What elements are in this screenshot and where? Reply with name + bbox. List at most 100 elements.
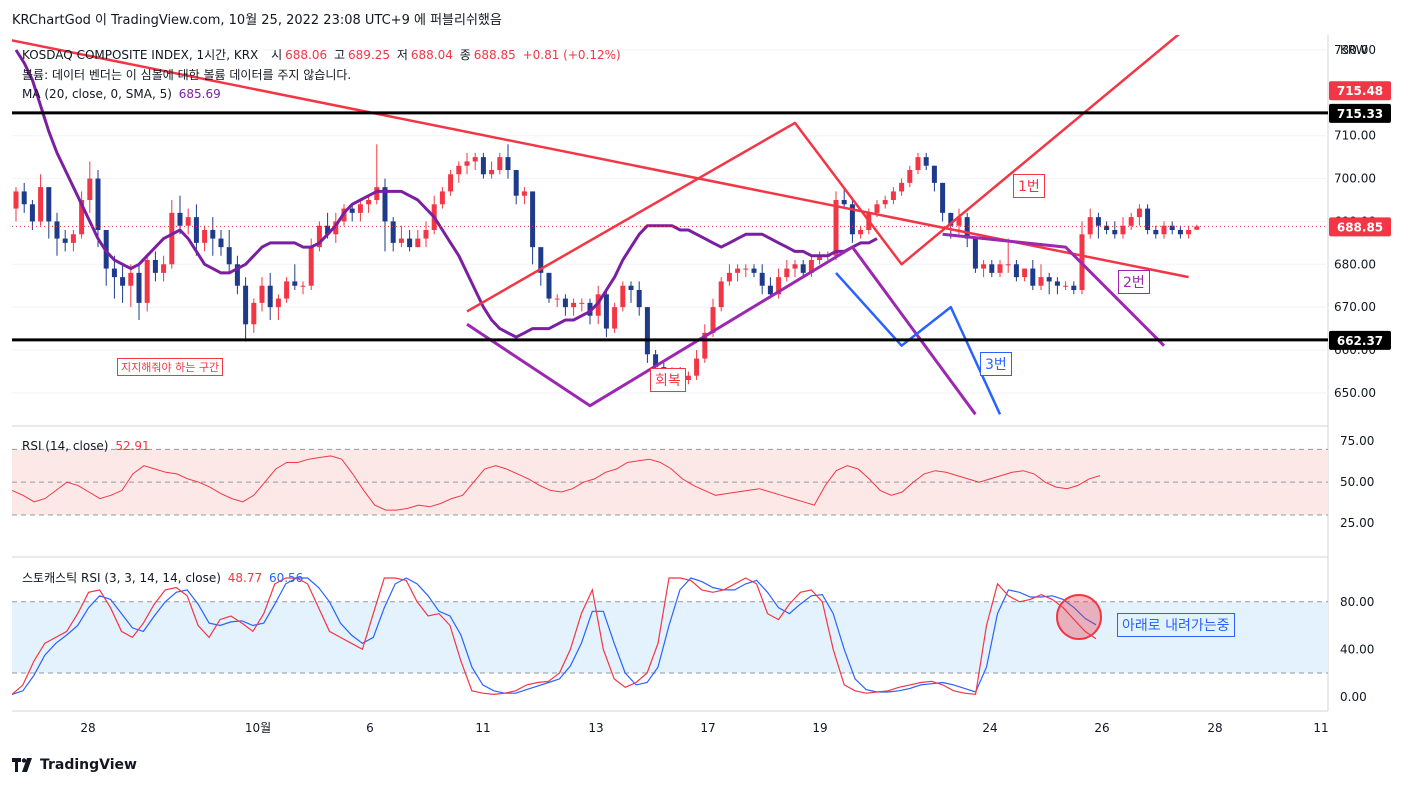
tradingview-logo-text: TradingView	[40, 757, 137, 773]
candle-body	[21, 191, 27, 205]
candle-body	[841, 200, 847, 205]
currency-label: KRW	[1340, 43, 1368, 57]
candle-body	[767, 285, 773, 295]
candle-body	[685, 375, 691, 380]
rsi-tick-label: 50.00	[1340, 475, 1374, 489]
candle-body	[505, 157, 511, 170]
candle-body	[1013, 264, 1019, 278]
candle-body	[923, 157, 929, 166]
candle-body	[54, 221, 60, 239]
trend-line-red	[12, 39, 1189, 279]
candle-body	[374, 187, 380, 200]
candle-body	[349, 208, 355, 213]
badge-last-price: 688.85	[1337, 220, 1383, 234]
candle-body	[472, 157, 478, 162]
candle-body	[193, 217, 199, 243]
candle-body	[210, 230, 216, 239]
candle-body	[79, 200, 85, 235]
candle-body	[251, 302, 257, 325]
annotation-going-down[interactable]: 아래로 내려가는중	[1117, 613, 1235, 637]
candle-body	[628, 285, 634, 290]
stoch-k-line	[12, 577, 1097, 696]
candle-body	[981, 264, 987, 269]
stoch-band	[12, 601, 1328, 674]
candle-body	[718, 281, 724, 308]
candle-body	[1153, 230, 1159, 235]
candle-body	[1112, 230, 1118, 235]
candle-body	[726, 272, 732, 282]
candle-body	[989, 264, 995, 273]
rsi-line-group	[12, 455, 1101, 511]
candle-body	[972, 238, 978, 269]
ma-legend[interactable]: MA (20, close, 0, SMA, 5) 685.69	[22, 87, 224, 101]
candle-body	[1169, 225, 1175, 230]
candle-body	[464, 161, 470, 166]
candle-body	[964, 217, 970, 239]
stoch-label: 스토캐스틱 RSI (3, 3, 14, 14, close)	[22, 571, 221, 585]
stoch-highlight-circle	[1056, 594, 1102, 640]
symbol-title: KOSDAQ COMPOSITE INDEX, 1시간, KRX	[22, 48, 259, 62]
candle-body	[144, 260, 150, 303]
rsi-legend[interactable]: RSI (14, close) 52.91	[22, 439, 153, 453]
rsi-label: RSI (14, close)	[22, 439, 109, 453]
low-label: 저	[396, 48, 408, 62]
candle-body	[398, 238, 404, 243]
candle-body	[357, 204, 363, 213]
candle-body	[267, 285, 273, 308]
annotation-no3[interactable]: 3번	[980, 352, 1012, 376]
time-tick-label: 19	[812, 721, 827, 735]
candle-body	[70, 234, 76, 243]
candle-body	[620, 285, 626, 308]
candle-body	[202, 230, 208, 243]
price-gridlines	[12, 49, 1328, 394]
stoch-tick-label: 0.00	[1340, 690, 1367, 704]
candle-body	[743, 268, 749, 270]
ma-line	[14, 49, 878, 339]
annotation-no1[interactable]: 1번	[1013, 174, 1045, 198]
candle-body	[128, 272, 134, 286]
volume-note: 볼륨: 데이터 벤더는 이 심볼에 대한 볼륨 데이터를 주지 않습니다.	[22, 68, 352, 82]
horizontal-levels	[12, 111, 1328, 342]
candle-body	[415, 238, 421, 248]
candle-body	[226, 247, 232, 265]
candle-body	[1022, 268, 1028, 278]
badge-black-top-bg	[1329, 103, 1391, 123]
candle-body	[1063, 285, 1069, 287]
candle-body	[177, 212, 183, 226]
candle-body	[997, 264, 1003, 273]
time-tick-label: 28	[80, 721, 95, 735]
time-tick-label: 28	[1207, 721, 1222, 735]
annotation-no2[interactable]: 2번	[1118, 270, 1150, 294]
candle-body	[234, 264, 240, 286]
stoch-k-value: 48.77	[227, 571, 263, 585]
candle-body	[1145, 208, 1151, 230]
axis-labels: 650.00660.00670.00680.00690.00700.00710.…	[80, 43, 1376, 735]
candle-body	[940, 182, 946, 213]
candle-body	[899, 182, 905, 192]
open-value: 688.06	[285, 48, 328, 62]
annotation-support-zone[interactable]: 지지해줘야 하는 구간	[117, 358, 224, 376]
candle-body	[87, 178, 93, 200]
stoch-band-fill	[12, 601, 1328, 673]
candle-body	[636, 290, 642, 308]
candle-body	[448, 174, 454, 192]
candle-body	[579, 302, 585, 304]
candle-body	[907, 170, 913, 183]
annotation-recovery[interactable]: 회복	[650, 368, 686, 392]
tradingview-logo[interactable]: TradingView	[12, 757, 137, 773]
trend-line-red	[466, 35, 1180, 313]
candle-body	[882, 200, 888, 205]
candle-body	[644, 307, 650, 355]
candle-body	[1095, 217, 1101, 226]
candle-body	[1128, 217, 1134, 226]
candle-body	[243, 285, 249, 325]
candle-body	[1104, 225, 1110, 230]
candle-body	[956, 217, 962, 226]
candle-body	[948, 212, 954, 226]
candle-body	[1054, 281, 1060, 286]
candle-body	[1038, 277, 1044, 286]
candle-body	[849, 204, 855, 235]
stoch-legend[interactable]: 스토캐스틱 RSI (3, 3, 14, 14, close) 48.77 60…	[22, 569, 306, 586]
candle-body	[735, 268, 741, 273]
